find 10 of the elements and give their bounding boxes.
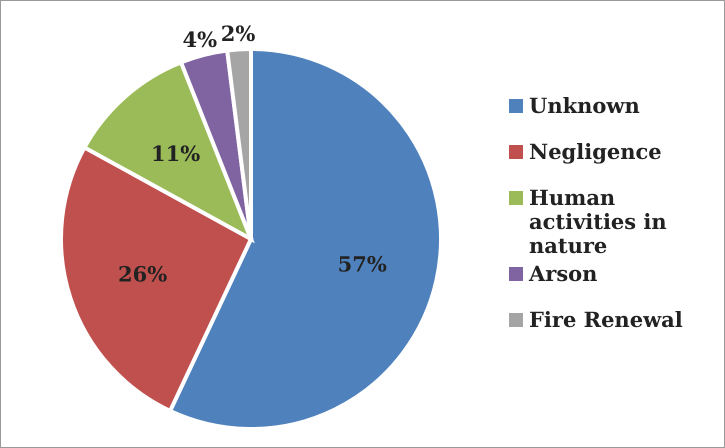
legend-label: Fire Renewal [529,307,683,332]
legend-label: Arson [529,261,598,286]
legend-label: Human activities in nature [529,185,668,258]
data-label: 26% [118,262,168,287]
data-label: 57% [338,251,387,276]
data-label: 4% [182,26,218,52]
legend-label: Unknown [529,93,640,118]
data-label: 11% [151,140,200,166]
legend-label: Negligence [529,139,662,164]
data-label: 2% [220,20,256,46]
